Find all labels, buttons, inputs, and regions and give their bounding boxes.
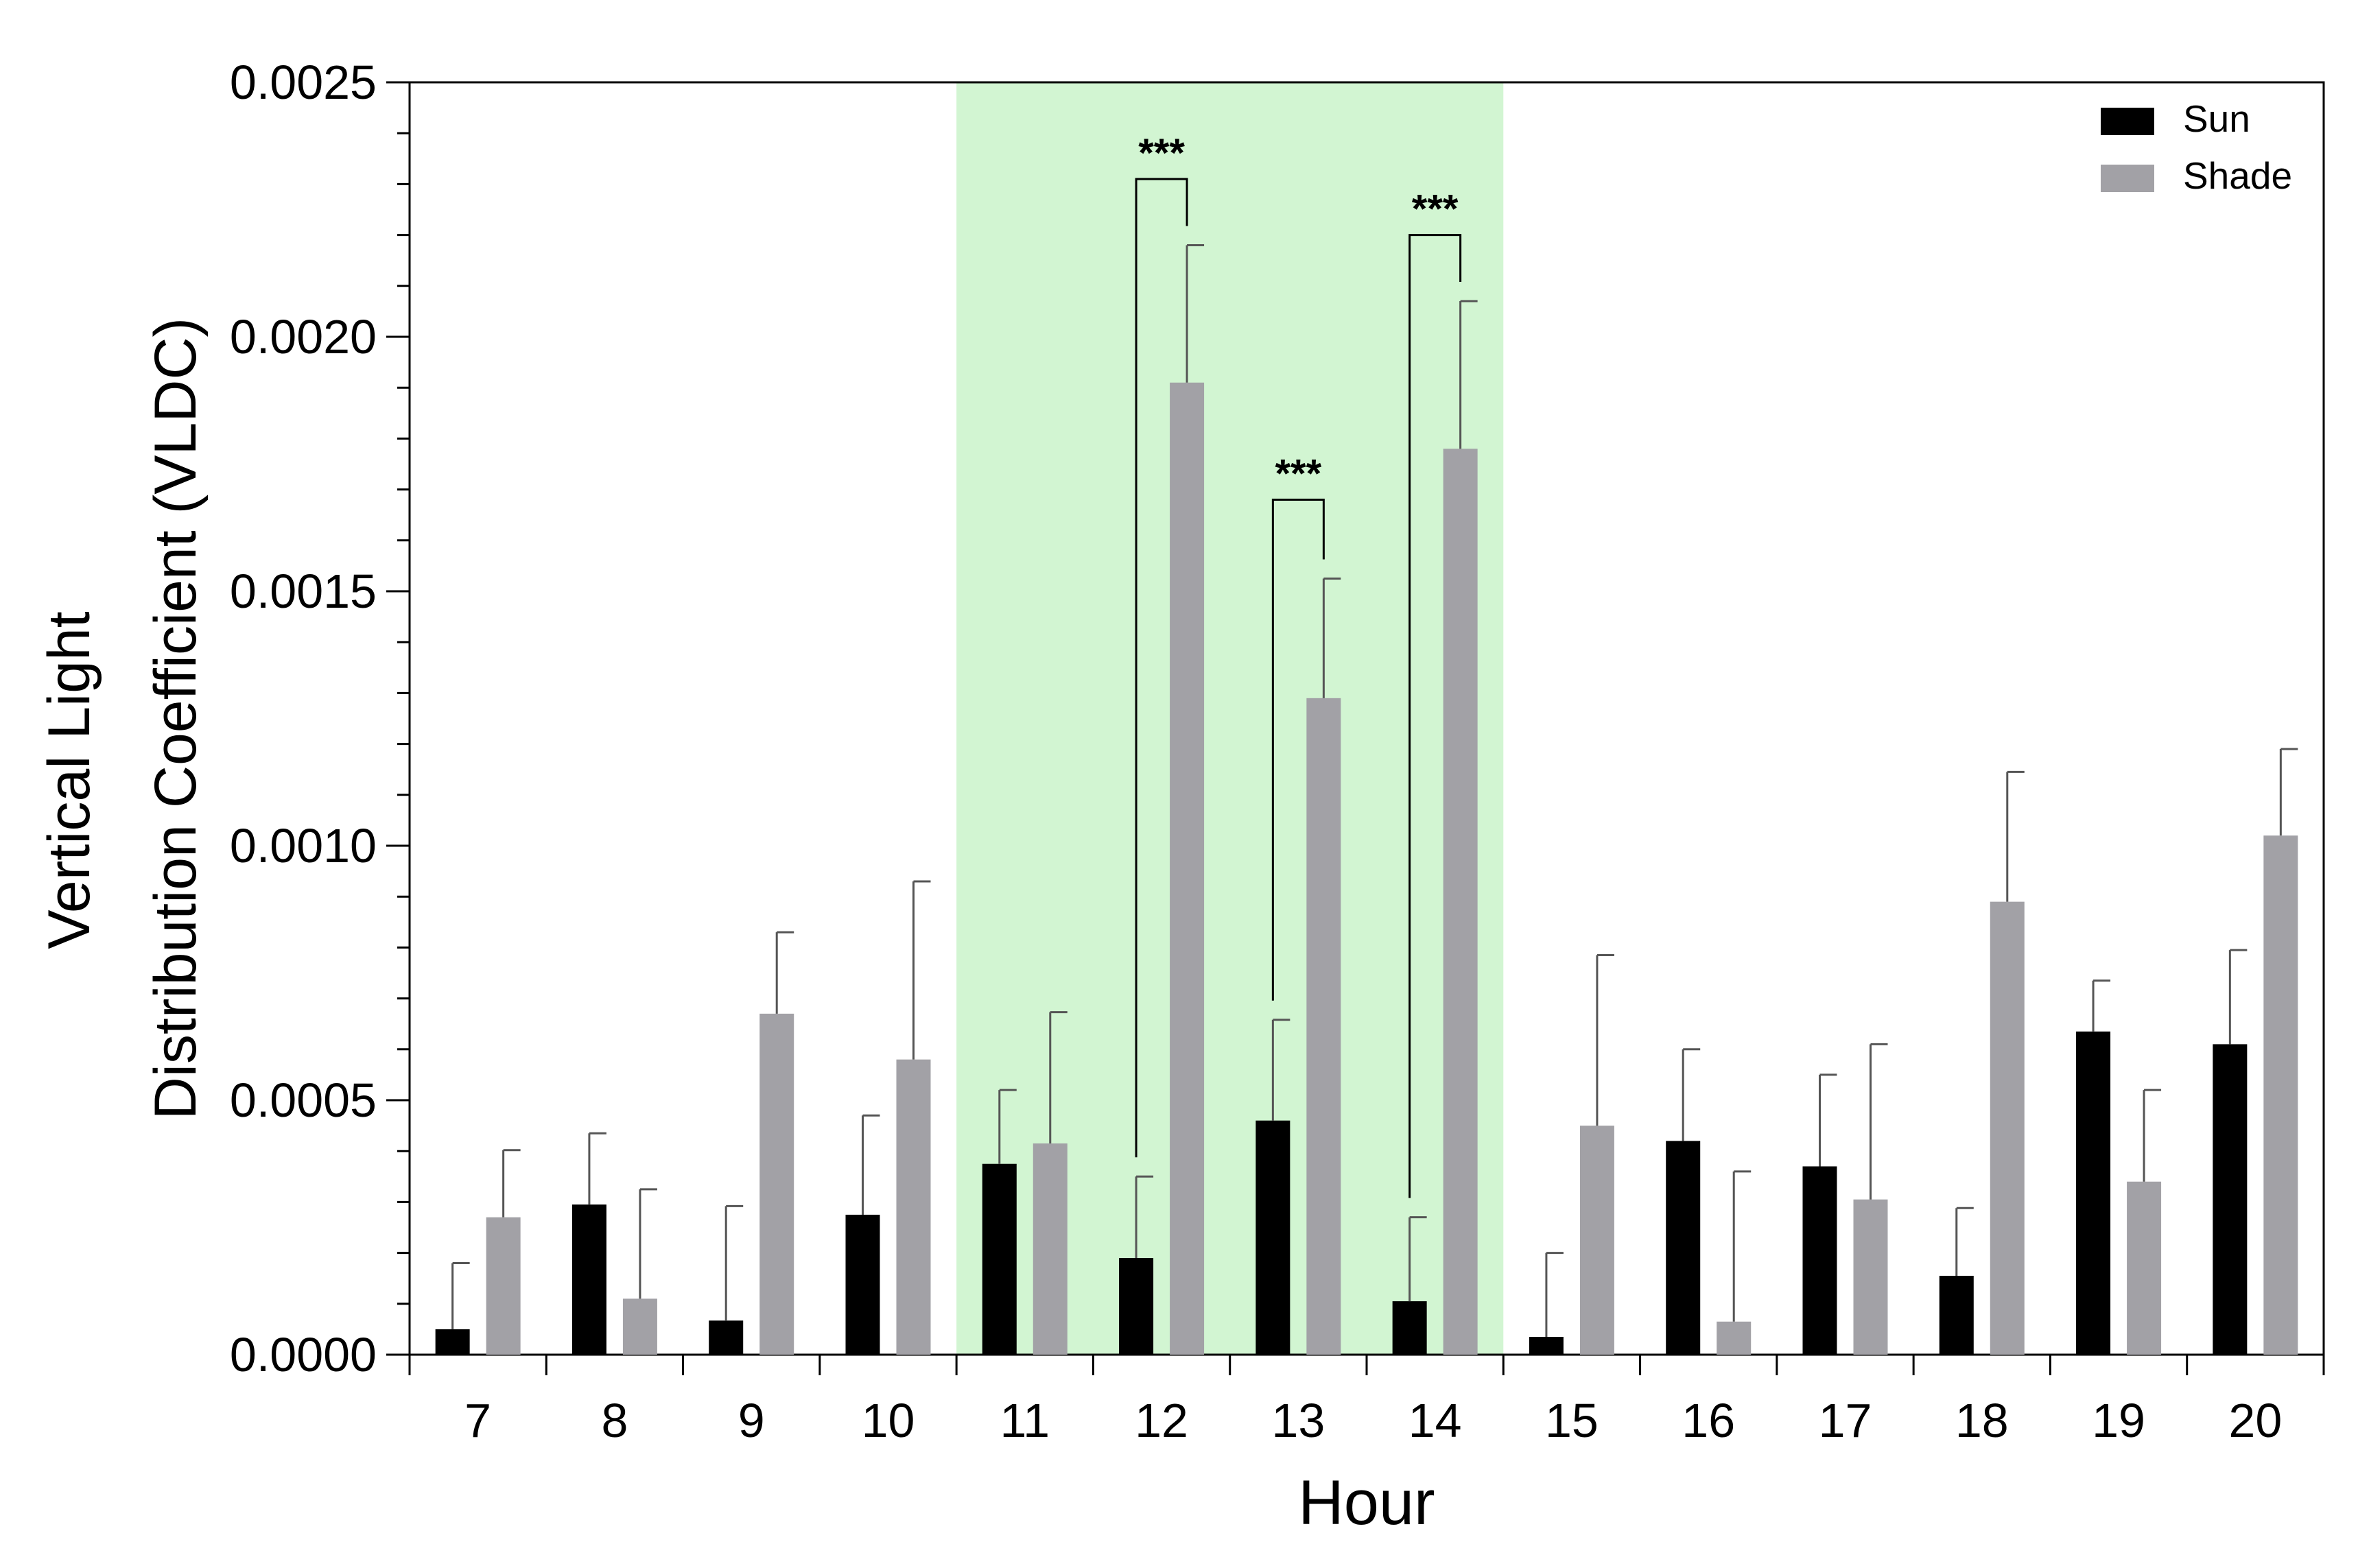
y-axis-title-line-1: Vertical Light: [36, 611, 102, 949]
x-tick-label: 16: [1682, 1394, 1735, 1447]
y-tick-label: 0.0015: [230, 565, 377, 618]
y-tick-label: 0.0025: [230, 56, 377, 109]
y-tick-label: 0.0005: [230, 1073, 377, 1127]
legend-swatch-sun: [2101, 108, 2154, 135]
bar-shade-18: [1990, 901, 2025, 1355]
bar-shade-19: [2127, 1181, 2162, 1355]
bar-sun-7: [435, 1329, 470, 1355]
bar-shade-16: [1717, 1321, 1752, 1355]
bar-sun-10: [845, 1214, 880, 1355]
bar-shade-11: [1033, 1143, 1068, 1355]
legend-label-sun: Sun: [2183, 97, 2250, 140]
bar-sun-14: [1392, 1301, 1427, 1355]
bar-shade-8: [622, 1298, 657, 1355]
x-tick-label: 20: [2228, 1394, 2282, 1447]
bar-sun-12: [1119, 1258, 1154, 1355]
significance-label: ***: [1412, 187, 1459, 232]
bar-shade-15: [1579, 1126, 1614, 1355]
y-tick-label: 0.0020: [230, 310, 377, 364]
significance-bracket: [1408, 234, 1462, 1198]
bar-shade-9: [759, 1013, 794, 1355]
bar-shade-20: [2263, 835, 2298, 1355]
bar-sun-16: [1666, 1141, 1701, 1355]
highlight-band: [956, 82, 1504, 1355]
legend-label-shade: Shade: [2183, 154, 2292, 197]
bar-shade-14: [1443, 449, 1478, 1355]
significance-label: ***: [1275, 451, 1321, 496]
bar-shade-17: [1853, 1199, 1888, 1355]
bar-sun-8: [571, 1204, 606, 1355]
bar-shade-12: [1170, 382, 1205, 1355]
x-tick-label: 17: [1819, 1394, 1872, 1447]
bar-sun-9: [709, 1320, 744, 1355]
bar-sun-17: [1802, 1166, 1837, 1355]
x-tick-label: 7: [464, 1394, 491, 1447]
x-tick-label: 15: [1545, 1394, 1599, 1447]
x-tick-label: 19: [2092, 1394, 2145, 1447]
x-tick-label: 10: [862, 1394, 915, 1447]
bar-sun-20: [2213, 1044, 2248, 1355]
bar-sun-11: [982, 1163, 1017, 1355]
significance-bracket: [1271, 498, 1325, 1001]
x-tick-label: 12: [1135, 1394, 1188, 1447]
bar-sun-15: [1529, 1337, 1564, 1355]
bar-sun-18: [1939, 1275, 1974, 1355]
bar-shade-10: [896, 1059, 931, 1355]
legend-swatch-shade: [2101, 165, 2154, 192]
y-tick-label: 0.0000: [230, 1328, 377, 1381]
x-tick-label: 8: [601, 1394, 628, 1447]
x-axis-title: Hour: [1298, 1468, 1435, 1538]
x-tick-label: 11: [1000, 1394, 1050, 1447]
x-tick-label: 13: [1271, 1394, 1325, 1447]
bar-sun-19: [2076, 1031, 2111, 1355]
significance-bracket: [1135, 178, 1188, 1158]
bar-shade-13: [1306, 698, 1341, 1355]
bar-sun-13: [1255, 1120, 1290, 1355]
y-axis-title-line-2: Distribution Coefficient (VLDC): [143, 318, 209, 1119]
x-tick-label: 9: [738, 1394, 765, 1447]
x-tick-label: 14: [1408, 1394, 1462, 1447]
significance-label: ***: [1138, 131, 1185, 176]
y-tick-label: 0.0010: [230, 819, 377, 872]
bar-shade-7: [486, 1217, 521, 1355]
x-tick-label: 18: [1955, 1394, 2009, 1447]
